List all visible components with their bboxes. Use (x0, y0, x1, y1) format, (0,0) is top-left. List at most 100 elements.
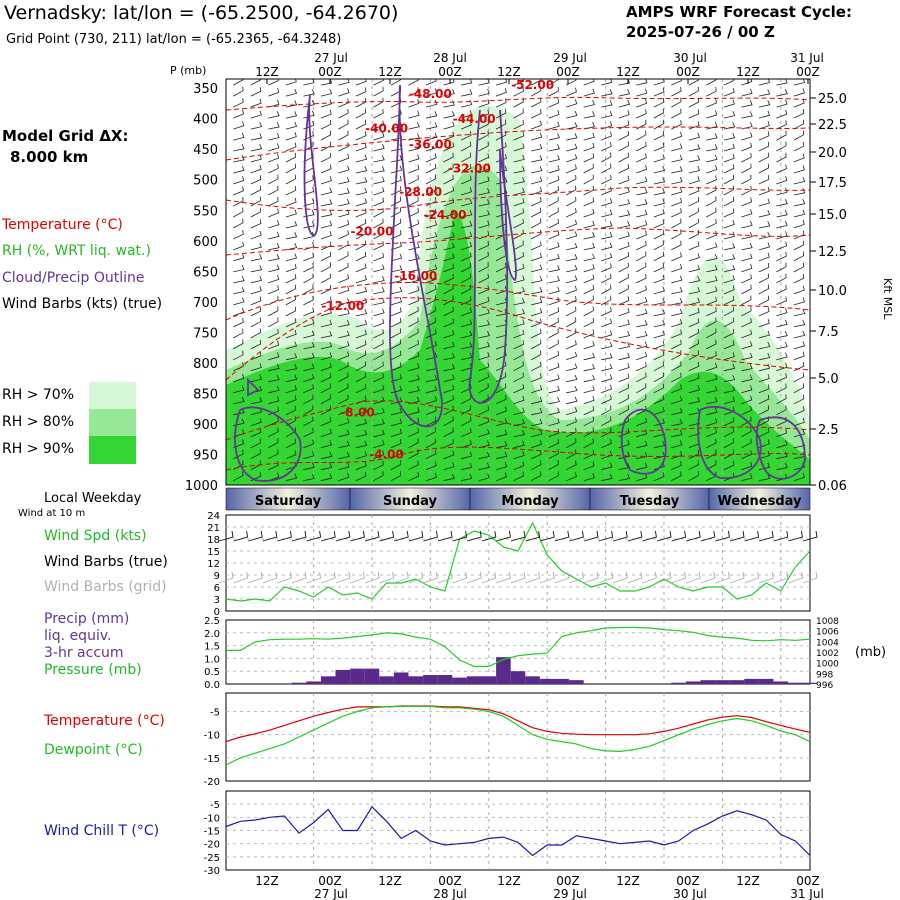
wind-barb (566, 143, 578, 152)
temperature-contour-label: -4.00 (369, 448, 404, 462)
surface-wind-barb-grid (788, 571, 803, 584)
surface-wind-barb-grid (715, 571, 730, 584)
wind-barb (793, 417, 805, 427)
wind-barb (741, 438, 752, 449)
wind-barb (758, 363, 771, 372)
wind-barb (636, 153, 647, 163)
wind-barb (408, 196, 419, 207)
wind-barb (583, 284, 595, 295)
wind-barb (776, 462, 788, 471)
surface-wind-barb-true (277, 530, 292, 542)
wind-barb (285, 374, 298, 383)
wind-barb (601, 163, 612, 174)
wind-barb (530, 318, 542, 328)
wind-barb (320, 341, 333, 350)
bottom-hour-label: 00Z (676, 874, 700, 888)
wind-barb (496, 429, 508, 438)
wind-barb (741, 405, 752, 416)
wind-barb (618, 210, 631, 218)
wind-barb (303, 319, 315, 328)
wind-barb (653, 165, 666, 174)
wind-barb (671, 286, 683, 295)
wind-barb (355, 471, 367, 482)
wind-barb (233, 121, 245, 130)
wind-barb (268, 231, 280, 240)
wind-barb (618, 273, 629, 284)
wind-barb (285, 253, 298, 262)
wind-barb (583, 473, 595, 482)
wind-barb (776, 352, 788, 361)
wind-barb (233, 297, 245, 306)
wind-barb (460, 383, 472, 394)
wind-barb (688, 460, 699, 471)
wind-barb (583, 461, 595, 471)
wind-barb (706, 185, 717, 196)
wind-barb (233, 286, 245, 295)
wind-barb (425, 88, 437, 97)
top-hour-label: 00Z (318, 65, 342, 79)
wind-barb (601, 142, 612, 152)
wind-barb (531, 275, 543, 284)
wind-barb (706, 339, 717, 350)
wind-barb (723, 185, 734, 196)
wind-barb (355, 286, 368, 295)
wind-barb (723, 374, 736, 383)
wind-barb (671, 275, 683, 284)
wind-barb (758, 307, 770, 317)
wind-barb (460, 273, 472, 284)
wind-barb (443, 197, 455, 207)
wind-barb (355, 383, 367, 394)
wind-barb (338, 108, 349, 119)
wind-barb (566, 133, 578, 141)
wind-barb (285, 363, 298, 372)
wind-barb (618, 262, 629, 273)
wind-barb (601, 198, 613, 207)
wind-barb (320, 383, 332, 394)
wind-barb (583, 363, 596, 372)
wind-barb (338, 285, 350, 295)
top-date-label: 31 Jul (790, 51, 824, 65)
wind-barb (636, 451, 648, 460)
wind-barb (461, 79, 473, 86)
wind-barb (233, 218, 244, 229)
wind-barb (583, 274, 595, 284)
cloud-outline (499, 149, 517, 282)
wind-barb (758, 252, 770, 262)
wind-barb (653, 188, 666, 196)
wind-barb (355, 329, 367, 339)
wind-barb (390, 276, 403, 284)
wind-speed-label: Wind Spd (kts) (44, 528, 147, 544)
wind-barb (513, 340, 525, 350)
wind-barb (706, 121, 718, 130)
wind-barb (566, 185, 577, 196)
wind-barb (233, 155, 245, 163)
surface-wind-barb-grid (525, 571, 541, 584)
wind-barb (671, 218, 682, 229)
wind-barb (250, 306, 262, 317)
wind-barb (688, 396, 701, 405)
wind-barb (425, 449, 437, 460)
wind-barb (460, 262, 472, 273)
panel-tick-label: 15 (207, 547, 220, 558)
wind-barb (548, 154, 560, 163)
bottom-date-label: 28 Jul (433, 887, 467, 900)
wind-barb (723, 196, 735, 207)
wind-barb (443, 284, 454, 295)
wind-barb (618, 296, 630, 306)
wind-barb (373, 79, 384, 86)
surface-wind-barb-true (583, 530, 599, 542)
wind-barb (513, 450, 525, 460)
height-tick-label: 20.0 (818, 146, 847, 161)
wind-barb (408, 407, 420, 416)
panel-tick-label: 2.5 (204, 616, 220, 627)
panel-tick-label: -5 (210, 708, 220, 719)
wind-barb (250, 79, 261, 86)
wind-barb (285, 132, 297, 141)
wind-barb (636, 119, 647, 130)
top-hour-label: 12Z (255, 65, 279, 79)
wind-barb (776, 99, 788, 108)
wind-barb (443, 121, 455, 130)
surface-wind-barb-true (569, 530, 584, 542)
wind-barb (636, 79, 648, 86)
wind-barb (653, 350, 665, 361)
